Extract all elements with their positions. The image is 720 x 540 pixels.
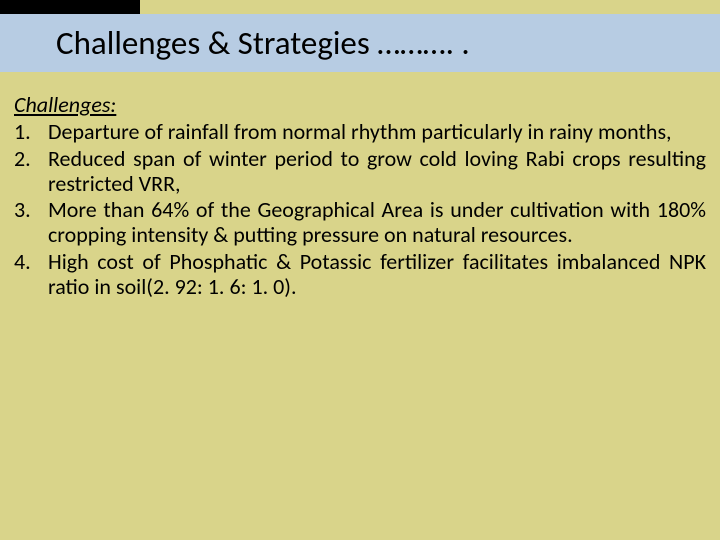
- list-item: More than 64% of the Geographical Area i…: [48, 197, 706, 248]
- subheading: Challenges:: [14, 92, 706, 117]
- list-item: High cost of Phosphatic & Potassic ferti…: [48, 249, 706, 300]
- list-number: 4.: [14, 249, 42, 300]
- list-number: 3.: [14, 197, 42, 248]
- top-accent-bar: [0, 0, 140, 14]
- list-item: Reduced span of winter period to grow co…: [48, 146, 706, 197]
- slide-body: Challenges: 1. Departure of rainfall fro…: [0, 86, 720, 540]
- list-number: 2.: [14, 146, 42, 197]
- slide-title: Challenges & Strategies ………. .: [56, 23, 470, 63]
- slide: Challenges & Strategies ………. . Challenge…: [0, 0, 720, 540]
- title-bar: Challenges & Strategies ………. .: [0, 14, 720, 72]
- challenges-list: 1. Departure of rainfall from normal rhy…: [14, 119, 706, 299]
- list-item: Departure of rainfall from normal rhythm…: [48, 119, 706, 144]
- list-number: 1.: [14, 119, 42, 144]
